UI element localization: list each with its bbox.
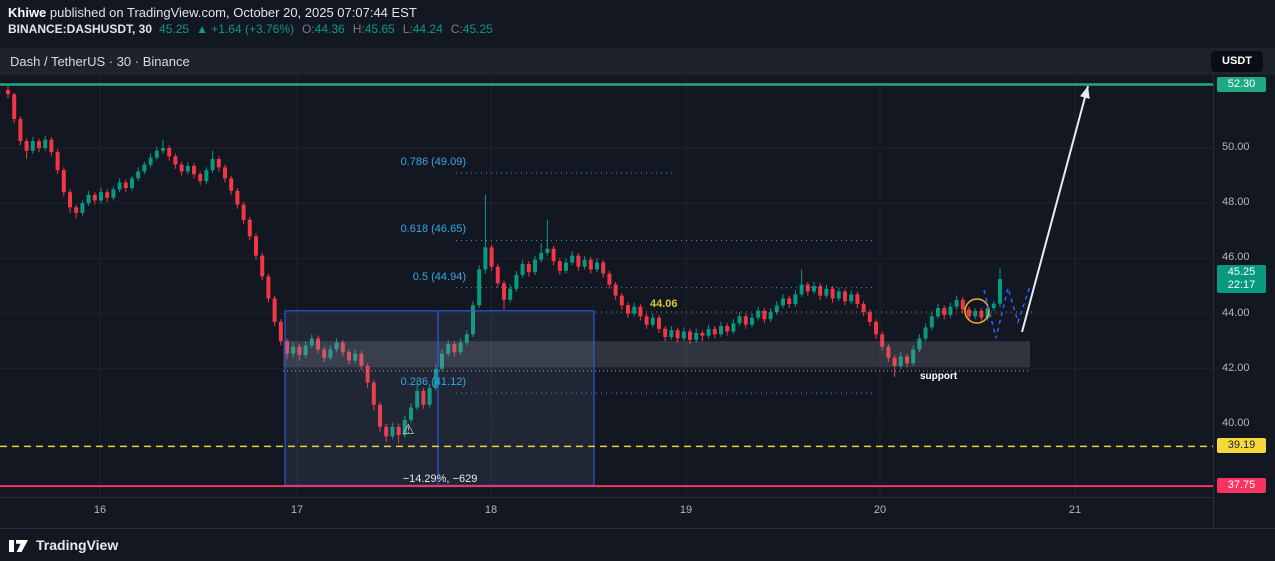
- projection-arrowhead: [1080, 86, 1090, 99]
- price-axis-label: 46.00: [1222, 251, 1250, 264]
- projection-arrow[interactable]: [1021, 85, 1089, 333]
- time-axis-label: 20: [873, 504, 887, 516]
- support-zone[interactable]: [283, 341, 1030, 368]
- low-label: L:: [402, 22, 413, 36]
- candles: [6, 84, 1002, 444]
- tradingview-logo-icon: [9, 540, 28, 552]
- open-label: O:: [302, 22, 315, 36]
- publisher-line: Khiwe published on TradingView.com, Octo…: [8, 5, 417, 20]
- last-price: 45.25: [159, 22, 190, 36]
- price-axis-label: 40.00: [1222, 417, 1250, 429]
- price-badge: 52.30: [1217, 76, 1266, 92]
- author-name[interactable]: Khiwe: [8, 5, 47, 20]
- projection-zigzag[interactable]: [983, 285, 1031, 339]
- high-value: 45.65: [364, 22, 395, 36]
- time-axis-label: 21: [1068, 504, 1082, 516]
- price-axis-label: 48.00: [1222, 196, 1250, 209]
- time-axis-label: 19: [679, 504, 693, 516]
- currency-toggle-button[interactable]: USDT: [1211, 51, 1263, 72]
- close-label: C:: [450, 22, 463, 36]
- footer-bar: TradingView: [0, 528, 1275, 561]
- price-badge: 37.75: [1217, 478, 1266, 494]
- chart-title-bar: Dash / TetherUS · 30 · Binance USDT: [0, 48, 1275, 75]
- symbol-legend: BINANCE:DASHUSDT, 30 45.25 ▲ +1.64 (+3.76%…: [8, 22, 493, 36]
- symbol-name[interactable]: BINANCE:DASHUSDT, 30: [8, 22, 153, 36]
- price-axis-label: 44.00: [1222, 306, 1250, 319]
- time-axis-label: 17: [290, 504, 304, 516]
- price-change: ▲ +1.64 (+3.76%): [196, 22, 294, 36]
- range-box[interactable]: [284, 310, 595, 486]
- price-axis-label: 42.00: [1222, 361, 1250, 374]
- tradingview-logo-text: TradingView: [36, 537, 119, 553]
- price-axis-label: 50.00: [1222, 141, 1250, 153]
- price-axis[interactable]: 50.00 48.00 46.00 44.00 42.00 40.00 52.30 45.25…: [1213, 75, 1275, 528]
- time-axis-label: 18: [484, 504, 498, 516]
- highlight-circle[interactable]: [964, 298, 990, 324]
- chart-title: Dash / TetherUS · 30 · Binance: [10, 54, 190, 69]
- chart-canvas[interactable]: [0, 75, 1213, 498]
- time-axis[interactable]: 16 17 18 19 20 21: [0, 497, 1213, 529]
- time-axis-label: 16: [93, 504, 107, 516]
- low-value: 44.24: [412, 22, 443, 36]
- close-value: 45.25: [462, 22, 493, 36]
- open-value: 44.36: [314, 22, 345, 36]
- tradingview-logo[interactable]: TradingView: [9, 537, 118, 553]
- price-badge: 39.19: [1217, 438, 1266, 454]
- price-badge: 45.25 22:17: [1217, 264, 1266, 293]
- high-label: H:: [352, 22, 365, 36]
- publish-info: published on TradingView.com, October 20…: [46, 5, 417, 20]
